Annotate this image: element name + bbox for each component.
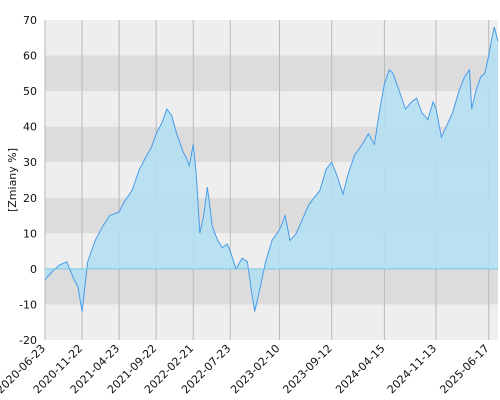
band — [45, 20, 498, 56]
y-tick-label: 60 — [23, 50, 37, 63]
y-tick-label: 0 — [30, 263, 37, 276]
y-tick-label: 70 — [23, 14, 37, 27]
y-axis-ticks: 70 60 50 40 30 20 10 0 -10 -20 — [19, 14, 37, 347]
x-tick-label: 2023-02-10 — [228, 342, 282, 396]
y-axis-label: [Zmiany %] — [6, 148, 19, 212]
x-axis-ticks: 2020-06-232020-11-222021-04-232021-09-22… — [0, 342, 492, 396]
y-tick-label: 10 — [23, 227, 37, 240]
y-tick-label: -10 — [19, 298, 37, 311]
y-tick-label: 50 — [23, 85, 37, 98]
x-tick-label: 2024-04-15 — [333, 342, 387, 396]
band — [45, 55, 498, 92]
x-tick-label: 2024-11-13 — [385, 342, 439, 396]
y-tick-label: 30 — [23, 156, 37, 169]
y-tick-label: 20 — [23, 192, 37, 205]
series-area — [45, 27, 498, 312]
x-tick-label: 2025-06-17 — [437, 342, 491, 396]
band — [45, 304, 498, 340]
series-line — [44, 26, 499, 312]
y-tick-label: -20 — [19, 334, 37, 347]
x-tick-label: 2023-09-12 — [280, 342, 334, 396]
series-layer — [44, 26, 499, 312]
band — [45, 268, 498, 305]
y-tick-label: 40 — [23, 121, 37, 134]
